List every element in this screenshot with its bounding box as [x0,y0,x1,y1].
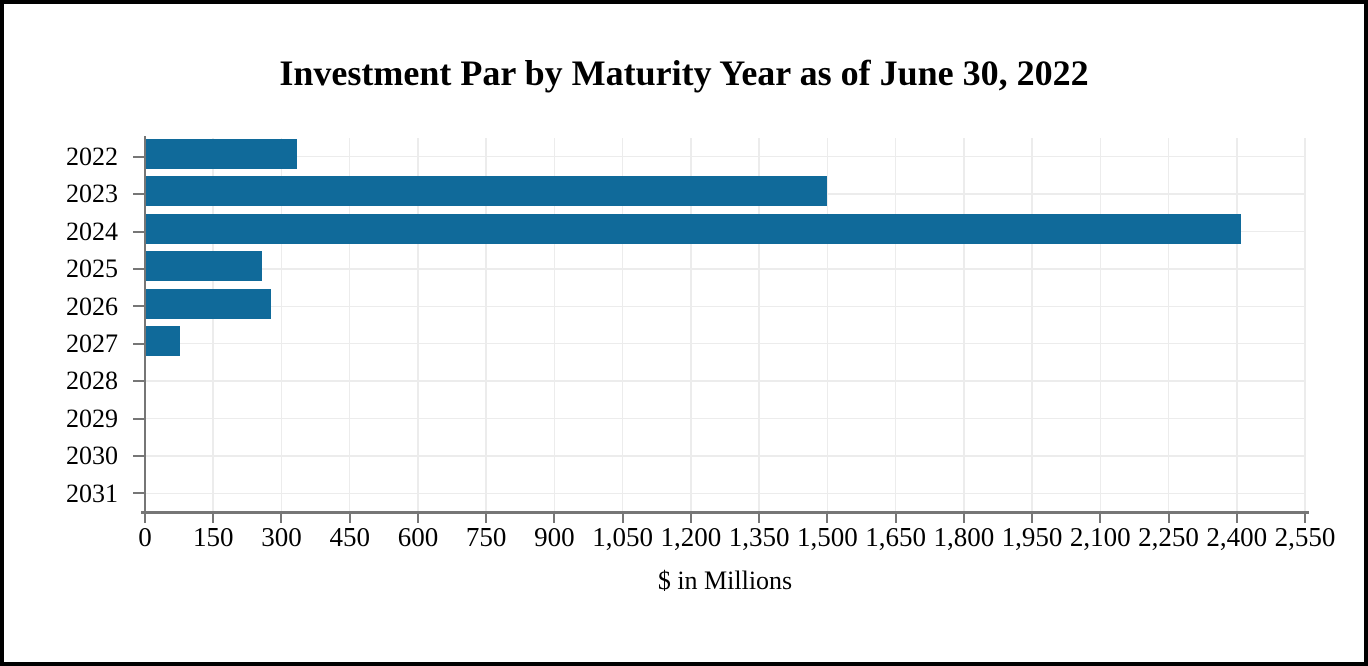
x-tick-mark [416,512,419,523]
bar-2025 [145,251,263,282]
x-tick-label: 1,800 [933,522,995,552]
y-tick-mark [133,492,145,495]
bar-2027 [145,326,180,356]
x-tick-label: 600 [397,522,439,552]
x-tick-mark [553,512,556,523]
gridline-vertical [621,138,624,512]
x-tick-label: 1,950 [1001,522,1063,552]
x-tick-label: 750 [465,522,507,552]
x-tick-label: 1,500 [796,522,858,552]
bar-2023 [145,176,828,207]
x-tick-label: 1,050 [592,522,654,552]
x-tick-mark [485,512,488,523]
x-tick-label: 2,100 [1069,522,1131,552]
gridline-vertical [212,138,214,512]
bar-2026 [145,288,272,319]
gridline-horizontal [145,380,1305,382]
gridline-horizontal [145,417,1305,420]
x-tick-label: 2,400 [1206,522,1268,552]
gridline-horizontal [145,268,1305,270]
y-tick-mark [133,155,145,158]
x-tick-label: 2,250 [1138,522,1199,552]
y-axis-label-2023: 2023 [66,179,118,209]
x-tick-mark [894,512,897,523]
y-tick-mark [133,193,145,196]
gridline-horizontal [145,342,1305,345]
gridline-vertical [826,138,829,512]
gridline-vertical [1304,138,1306,512]
y-tick-mark [133,454,145,457]
gridline-horizontal [145,492,1305,495]
x-tick-mark [962,512,965,523]
x-tick-label: 1,650 [865,522,926,552]
x-tick-mark [1031,512,1034,523]
plot-area [145,138,1306,512]
x-tick-mark [826,512,829,523]
y-axis-label-2031: 2031 [66,478,118,508]
y-axis-label-2022: 2022 [66,142,118,171]
gridline-vertical [485,138,487,512]
x-axis-title: $ in Millions [657,566,793,595]
y-tick-mark [133,305,145,308]
x-tick-mark [348,512,351,523]
gridline-horizontal [145,305,1305,308]
x-tick-mark [1304,512,1306,523]
x-tick-label: 150 [192,522,234,552]
gridline-vertical [417,138,419,512]
bar-2024 [145,213,1242,244]
gridline-horizontal [145,455,1305,457]
gridline-vertical [1031,138,1033,512]
y-axis-label-2028: 2028 [66,366,118,396]
y-tick-mark [133,230,145,233]
gridline-vertical [963,138,965,512]
gridline-vertical [894,138,897,512]
gridline-vertical [348,138,351,512]
x-tick-label: 300 [261,522,302,552]
gridline-horizontal [145,155,1305,158]
x-axis-line [141,511,1309,514]
gridline-vertical [1167,138,1170,512]
y-axis-label-2024: 2024 [66,216,118,246]
x-tick-mark [689,512,692,523]
x-tick-label: 1,350 [728,522,790,552]
x-tick-label: 900 [534,522,575,552]
gridline-vertical [280,138,283,512]
x-tick-label: 0 [138,522,152,552]
y-axis-label-2027: 2027 [66,329,118,358]
bar-2022 [145,139,298,169]
x-tick-mark [758,512,761,523]
x-tick-mark [280,512,283,523]
gridline-vertical [1236,138,1238,512]
y-axis-line [143,136,146,520]
y-tick-mark [133,342,145,345]
y-tick-mark [133,380,145,383]
y-axis-label-2026: 2026 [66,291,118,321]
x-tick-mark [1235,512,1238,523]
x-tick-label: 2,550 [1274,522,1336,552]
x-tick-label: 450 [329,522,370,552]
x-tick-label: 1,200 [660,522,722,552]
gridline-vertical [553,138,556,512]
y-axis-label-2030: 2030 [66,441,118,471]
y-tick-mark [133,417,145,420]
gridline-vertical [690,138,692,512]
y-axis-label-2029: 2029 [66,403,118,433]
x-tick-mark [1099,512,1102,523]
y-axis-label-2025: 2025 [66,254,118,284]
gridline-vertical [1099,138,1102,512]
chart-title: Investment Par by Maturity Year as of Ju… [279,53,1089,93]
x-tick-mark [621,512,624,523]
gridline-vertical [758,138,760,512]
x-tick-mark [1167,512,1170,523]
y-tick-mark [133,267,145,270]
x-tick-mark [212,512,215,523]
